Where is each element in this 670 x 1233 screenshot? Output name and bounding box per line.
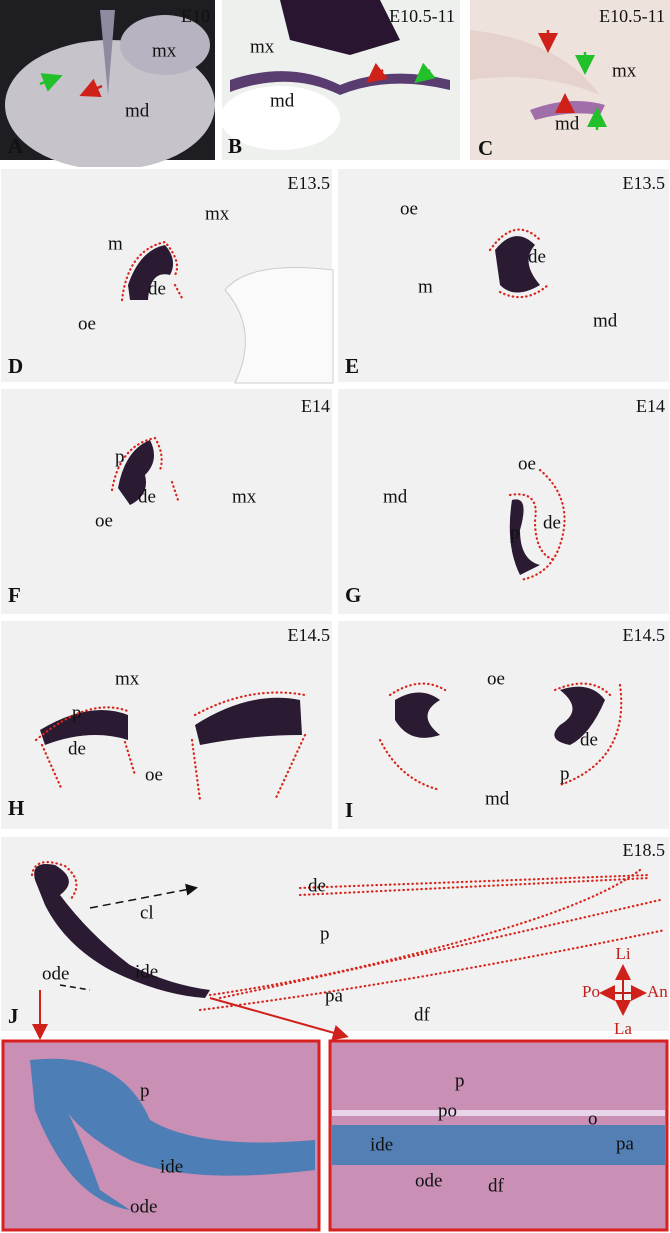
inset-label: df — [488, 1175, 505, 1196]
panel-letter: J — [8, 1004, 19, 1028]
tissue-label: md — [383, 486, 408, 507]
inset-label: p — [140, 1080, 150, 1101]
stage-label: E13.5 — [623, 173, 666, 193]
tissue-label: mx — [152, 40, 177, 61]
tissue-label: de — [308, 875, 326, 896]
stage-label: E10.5-11 — [389, 6, 455, 26]
panel-letter: I — [345, 798, 353, 822]
stage-label: E13.5 — [288, 173, 331, 193]
inset-label: pa — [616, 1133, 635, 1154]
inset-label: o — [588, 1108, 598, 1129]
panel-a-image — [0, 0, 215, 170]
panel-c-image — [470, 0, 670, 160]
inset-label: po — [438, 1100, 457, 1121]
tissue-label: p — [560, 763, 570, 784]
panel-letter: C — [478, 136, 493, 160]
tissue-label: m — [108, 233, 123, 254]
inset-label: ide — [160, 1156, 183, 1177]
stage-label: E14 — [636, 396, 665, 416]
inset-label: ode — [130, 1196, 157, 1217]
tissue-label: m — [418, 276, 433, 297]
tissue-label: pa — [325, 985, 344, 1006]
tissue-label: de — [528, 246, 546, 267]
stage-label: E14.5 — [623, 625, 666, 645]
inset-label: ide — [370, 1134, 393, 1155]
tissue-label: md — [485, 788, 510, 809]
tissue-label: df — [414, 1004, 431, 1025]
panel-letter: G — [345, 583, 361, 607]
panel-letter: D — [8, 354, 23, 378]
tissue-label: oe — [487, 668, 505, 689]
panel-letter: H — [8, 796, 24, 820]
tissue-label: de — [138, 486, 156, 507]
tissue-label: p — [510, 522, 520, 543]
insets — [1, 1039, 669, 1232]
tissue-label: oe — [400, 198, 418, 219]
panel-j-image — [30, 861, 667, 1041]
tissue-label: mx — [115, 668, 140, 689]
panel-letter: F — [8, 583, 21, 607]
tissue-label: md — [593, 310, 618, 331]
tissue-label: de — [68, 738, 86, 759]
tissue-label: de — [580, 729, 598, 750]
tissue-label: oe — [95, 510, 113, 531]
tissue-label: p — [72, 702, 82, 723]
tissue-label: cl — [140, 902, 154, 923]
inset-label: ode — [415, 1170, 442, 1191]
stage-label: E18.5 — [623, 840, 666, 860]
stage-label: E14.5 — [288, 625, 331, 645]
tissue-label: md — [555, 113, 580, 134]
tissue-label: ode — [42, 963, 69, 984]
stage-label: E14 — [301, 396, 330, 416]
tissue-label: de — [148, 278, 166, 299]
tissue-label: de — [543, 512, 561, 533]
orientation-label: La — [614, 1019, 632, 1038]
tissue-label: oe — [78, 313, 96, 334]
stage-label: E10 — [181, 6, 210, 26]
inset-label: p — [455, 1070, 465, 1091]
tissue-label: mx — [250, 36, 275, 57]
panel-letter: A — [8, 134, 24, 158]
tissue-label: md — [125, 100, 150, 121]
tissue-label: mx — [205, 203, 230, 224]
panel-letter: E — [345, 354, 359, 378]
orientation-label: An — [647, 982, 668, 1001]
panel-b-image — [220, 0, 460, 160]
tissue-label: mx — [232, 486, 257, 507]
tissue-label: oe — [518, 453, 536, 474]
tissue-label: p — [115, 446, 125, 467]
tissue-label: oe — [145, 764, 163, 785]
sections — [0, 167, 670, 1033]
panel-letter: B — [228, 134, 242, 158]
tissue-label: mx — [612, 60, 637, 81]
stage-label: E10.5-11 — [599, 6, 665, 26]
tissue-label: md — [270, 90, 295, 111]
orientation-label: Po — [582, 982, 600, 1001]
orientation-label: Li — [615, 944, 630, 963]
tissue-label: ide — [135, 961, 158, 982]
tissue-label: p — [320, 923, 330, 944]
